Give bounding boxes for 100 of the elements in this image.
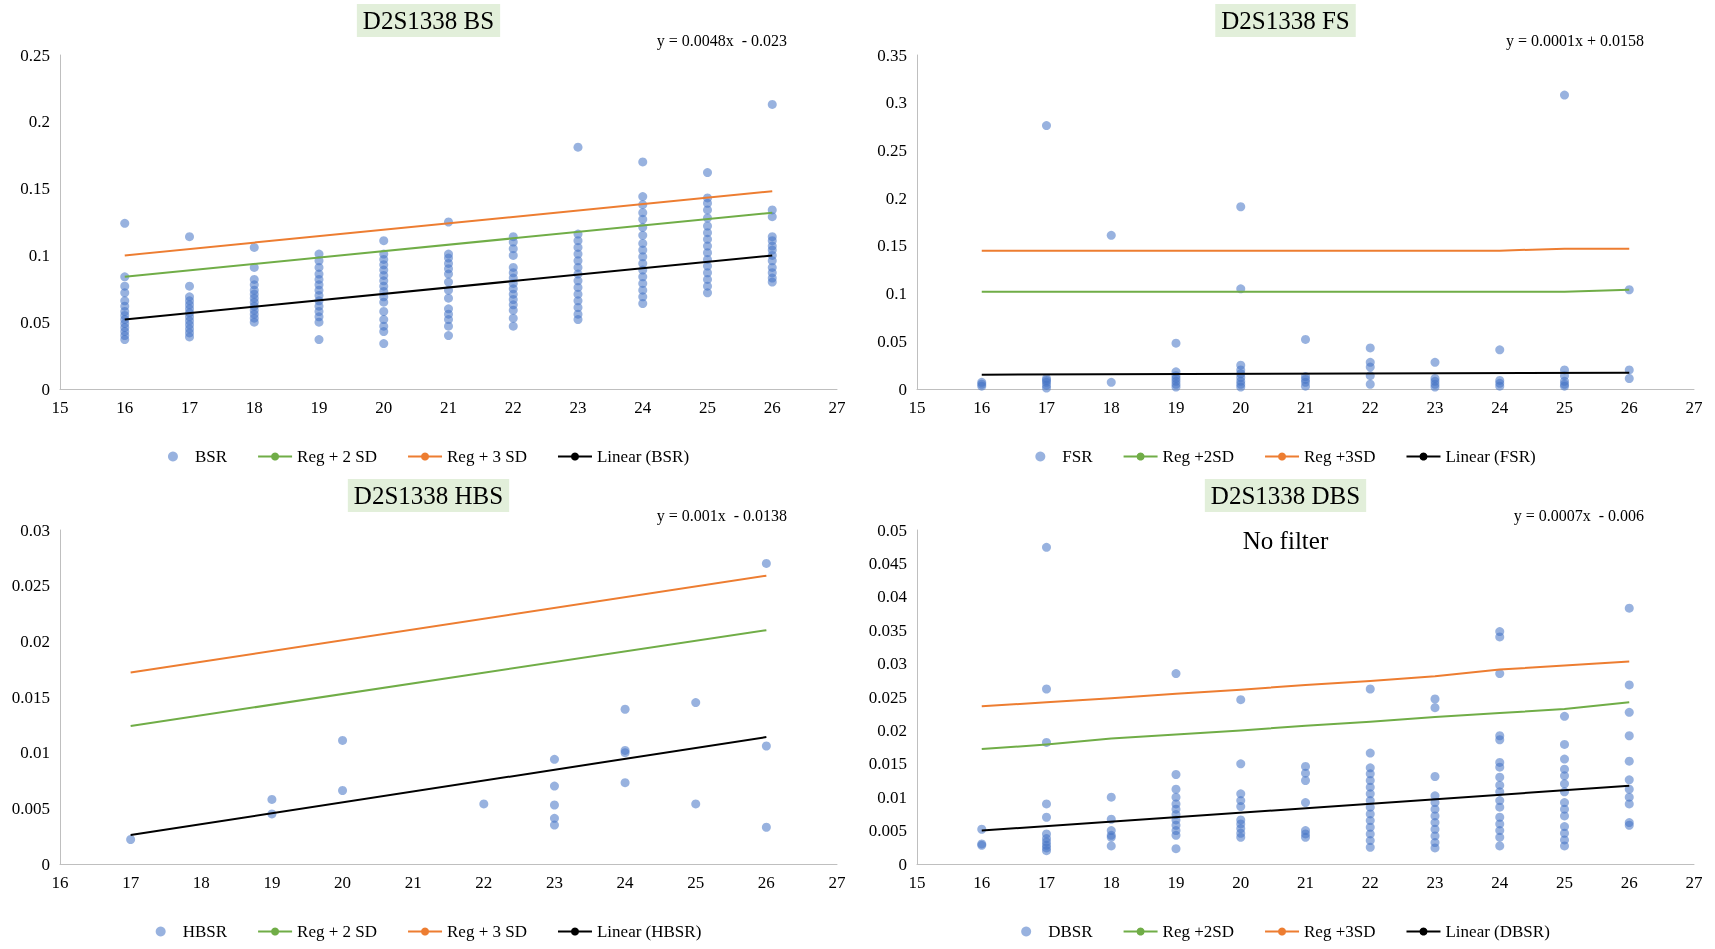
y-tick-label: 0.045 [868,553,907,573]
legend-label: BSR [194,447,228,466]
y-tick-label: 0 [898,379,907,399]
y-tick-label: 0 [898,854,907,873]
point [1042,121,1051,131]
point [1560,90,1569,100]
x-tick-label: 22 [1361,398,1379,417]
legend-label: Reg + 2 SD [297,447,378,466]
point [1236,202,1246,212]
y-tick-label: 0 [41,379,50,399]
x-tick-label: 20 [1232,872,1250,892]
y-tick-label: 0.02 [20,631,50,651]
legend-label: FSR [1062,447,1094,466]
y-tick-label: 0.25 [877,140,907,160]
y-tick-label: 0.015 [868,753,907,773]
x-tick-label: 27 [828,398,846,417]
x-tick-label: 16 [973,398,991,417]
y-tick-label: 0.3 [885,93,907,113]
x-tick-label: 19 [1167,398,1185,417]
x-tick-label: 27 [1685,398,1703,417]
x-tick-label: 26 [1620,398,1638,417]
chart-title: D2S1338 FS [1221,7,1350,34]
point [1365,379,1375,389]
legend-label: HBSR [182,921,228,941]
y-tick-label: 0.05 [877,520,907,539]
point [1430,357,1440,367]
text: y = 0.0001x + 0.0158 [1505,31,1644,50]
y-tick-label: 0 [41,854,50,873]
point [761,558,771,568]
y-tick-label: 0.035 [868,620,907,640]
y-tick-label: 0.25 [20,45,50,65]
legend-label: Linear (HBSR) [596,921,702,941]
point [549,800,559,809]
x-tick-label: 17 [122,872,140,892]
point [1106,230,1116,240]
point [1624,374,1634,383]
point [691,798,701,808]
x-tick-label: 20 [375,398,393,417]
legend-label: Linear (BSR) [596,447,690,466]
x-tick-label: 20 [1232,398,1250,417]
x-tick-label: 16 [51,872,69,892]
y-tick-label: 0.05 [20,312,50,332]
x-tick-label: 26 [763,398,781,417]
point [126,834,136,844]
point [549,820,559,830]
point [267,794,277,804]
x-tick-label: 16 [973,872,991,892]
y-tick-label: 0.03 [20,520,50,539]
x-tick-label: 21 [1297,872,1314,892]
x-tick-label: 18 [192,872,210,892]
point [338,735,348,745]
legend-label: Reg +3SD [1304,447,1376,466]
y-tick-label: 0.02 [877,720,907,740]
x-tick-label: 16 [116,398,134,417]
point [549,781,559,791]
point [761,822,771,832]
x-tick-label: 25 [1556,872,1573,892]
legend-label: Reg +2SD [1162,921,1235,941]
point [691,697,701,707]
y-tick-label: 0.01 [877,787,907,807]
x-tick-label: 21 [1297,398,1314,417]
x-tick-label: 24 [1491,872,1509,892]
x-tick-label: 22 [475,872,493,892]
point [1171,338,1181,348]
text: y = 0.001x - 0.0138 [656,506,788,524]
x-tick-label: 24 [634,398,652,417]
point [620,704,630,714]
y-tick-label: 0.1 [28,245,50,265]
legend-label: Linear (DBSR) [1445,921,1550,941]
y-tick-label: 0.03 [877,653,907,673]
y-tick-label: 0.2 [28,112,50,132]
x-tick-label: 27 [828,872,846,892]
x-tick-label: 23 [569,398,587,417]
point [1301,381,1310,391]
chart-title: D2S1338 BS [362,7,495,34]
x-tick-label: 21 [440,398,457,417]
x-tick-label: 19 [1167,872,1185,892]
point [1624,365,1634,375]
x-tick-label: 17 [1038,872,1056,892]
point [1365,343,1375,353]
y-tick-label: 0.35 [877,45,907,65]
x-tick-label: 24 [1491,398,1509,417]
x-tick-label: 21 [404,872,422,892]
x-tick-label: 18 [1102,398,1120,417]
text: y = 0.0007x - 0.006 [1513,506,1645,524]
x-tick-label: 17 [181,398,199,417]
x-tick-label: 23 [1426,398,1444,417]
x-tick-label: 22 [1361,872,1379,892]
x-tick-label: 23 [545,872,563,892]
point [1106,377,1116,387]
y-tick-label: 0.01 [20,742,50,762]
x-tick-label: 27 [1685,872,1703,892]
point [620,777,630,787]
y-tick-label: 0.005 [868,820,907,840]
point [1365,362,1375,372]
legend-label: Reg + 2 SD [297,921,378,941]
x-tick-label: 22 [504,398,522,417]
x-tick-label: 25 [1556,398,1573,417]
x-tick-label: 19 [310,398,328,417]
legend-label: Reg +3SD [1304,921,1376,941]
